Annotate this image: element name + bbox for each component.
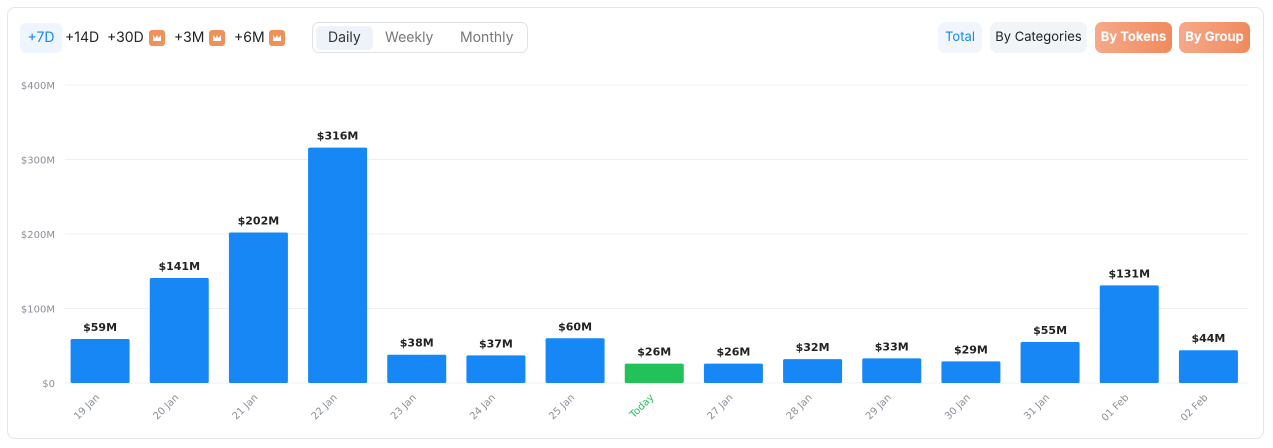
bar (387, 354, 447, 383)
bar (941, 361, 1001, 383)
value-label: $33M (875, 340, 909, 353)
range-button[interactable]: +30D (107, 29, 144, 46)
y-tick-label: $200M (21, 230, 55, 241)
y-tick-label: $0 (42, 379, 55, 390)
value-label: $131M (1108, 267, 1150, 280)
bar (228, 232, 288, 383)
view-tab[interactable]: Weekly (385, 29, 434, 46)
x-tick-label: 21 Jan (231, 392, 261, 422)
value-label: $26M (637, 346, 671, 359)
view-tab[interactable]: Daily (316, 26, 373, 50)
range-button[interactable]: +3M (174, 29, 205, 46)
x-tick-label: 30 Jan (943, 392, 973, 422)
premium-icon (149, 30, 165, 46)
bar (308, 147, 368, 383)
x-tick-label: 29 Jan (864, 392, 894, 422)
x-tick-label: Today (627, 392, 656, 421)
value-label: $26M (716, 346, 750, 359)
value-label: $59M (83, 321, 117, 334)
bar (466, 355, 526, 383)
view-tab[interactable]: Monthly (460, 29, 514, 46)
premium-icon (209, 30, 225, 46)
value-label: $141M (158, 260, 200, 273)
x-tick-label: 23 Jan (389, 392, 419, 422)
range-button[interactable]: +6M (234, 29, 265, 46)
range-button[interactable]: +7D (20, 23, 62, 53)
bar (149, 277, 209, 383)
value-label: $44M (1191, 332, 1225, 345)
y-tick-label: $300M (21, 156, 55, 167)
x-tick-label: 22 Jan (310, 392, 340, 422)
group-button[interactable]: By Categories (990, 22, 1087, 53)
y-tick-label: $400M (21, 81, 55, 92)
bar (1178, 350, 1238, 383)
value-label: $38M (400, 337, 434, 350)
x-tick-label: 24 Jan (468, 392, 498, 422)
x-tick-label: 20 Jan (151, 392, 181, 422)
x-tick-label: 19 Jan (72, 392, 102, 422)
range-button[interactable]: +14D (65, 29, 100, 46)
group-button[interactable]: Total (938, 22, 982, 53)
x-tick-label: 28 Jan (785, 392, 815, 422)
x-tick-label: 02 Feb (1179, 392, 1211, 424)
bar (1020, 342, 1080, 383)
value-label: $60M (558, 320, 592, 333)
bar (703, 363, 763, 383)
bar (624, 363, 684, 383)
y-tick-label: $100M (21, 305, 55, 316)
card (7, 7, 1264, 439)
group-button[interactable]: By Group (1179, 22, 1250, 53)
group-button[interactable]: By Tokens (1095, 22, 1172, 53)
bar (783, 359, 843, 383)
value-label: $37M (479, 337, 513, 350)
value-label: $55M (1033, 324, 1067, 337)
value-label: $202M (238, 215, 280, 228)
bar (70, 339, 130, 383)
x-tick-label: 27 Jan (706, 392, 736, 422)
bar (1099, 285, 1159, 383)
value-label: $32M (796, 341, 830, 354)
x-tick-label: 31 Jan (1022, 392, 1052, 422)
bar (862, 358, 922, 383)
view-tabs (312, 22, 528, 53)
bar (545, 338, 605, 383)
x-tick-label: 01 Feb (1100, 392, 1132, 424)
value-label: $316M (317, 130, 359, 143)
x-tick-label: 25 Jan (547, 392, 577, 422)
value-label: $29M (954, 343, 988, 356)
premium-icon (269, 30, 285, 46)
